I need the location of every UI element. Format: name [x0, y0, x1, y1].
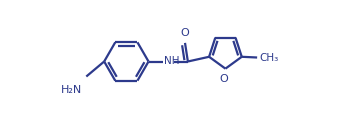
Text: NH: NH: [164, 56, 179, 67]
Text: H₂N: H₂N: [60, 85, 82, 95]
Text: O: O: [181, 28, 189, 38]
Text: CH₃: CH₃: [260, 53, 279, 62]
Text: O: O: [220, 74, 228, 84]
